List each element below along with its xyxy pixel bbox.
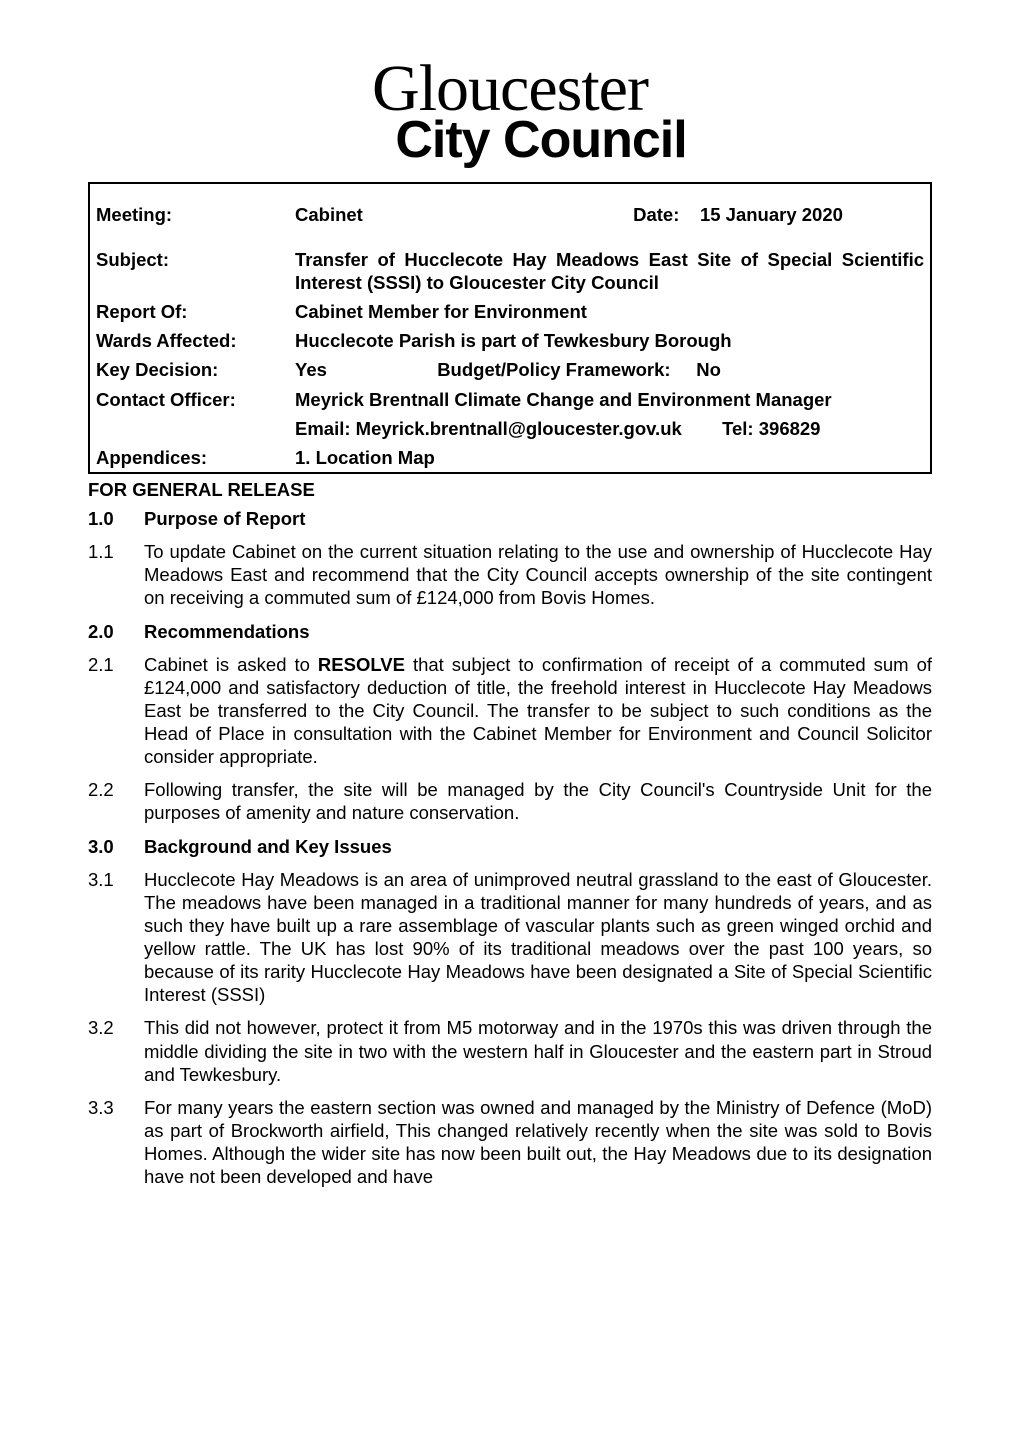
s2-p1: Cabinet is asked to RESOLVE that subject…: [144, 653, 932, 769]
contact-label: Contact Officer:: [89, 385, 289, 414]
contact-value: Meyrick Brentnall Climate Change and Env…: [289, 385, 931, 414]
s2-p1b: RESOLVE: [318, 654, 405, 675]
s3-title: Background and Key Issues: [144, 835, 932, 858]
s2-p2-num: 2.2: [88, 778, 144, 824]
logo: Gloucester City Council: [88, 60, 932, 164]
logo-top: Gloucester: [333, 60, 686, 118]
contact-email: Email: Meyrick.brentnall@gloucester.gov.…: [295, 418, 682, 439]
date-label: Date:: [633, 204, 679, 225]
s3-p3-num: 3.3: [88, 1096, 144, 1189]
s3-num: 3.0: [88, 835, 144, 858]
subject-value: Transfer of Hucclecote Hay Meadows East …: [289, 245, 931, 297]
logo-text: Gloucester City Council: [333, 60, 686, 164]
s1-title: Purpose of Report: [144, 507, 932, 530]
key-decision-value: Yes: [295, 359, 327, 380]
report-of-value: Cabinet Member for Environment: [289, 297, 931, 326]
s3-p2: This did not however, protect it from M5…: [144, 1016, 932, 1085]
s1-p1-num: 1.1: [88, 540, 144, 609]
s3-p1-num: 3.1: [88, 868, 144, 1007]
budget-value: No: [696, 359, 721, 380]
appendices-value: 1. Location Map: [289, 443, 931, 473]
s2-p1-num: 2.1: [88, 653, 144, 769]
budget-label: Budget/Policy Framework:: [437, 359, 670, 380]
key-decision-label: Key Decision:: [89, 355, 289, 384]
s1-p1: To update Cabinet on the current situati…: [144, 540, 932, 609]
meta-table: Meeting: Cabinet Date: 15 January 2020 S…: [88, 182, 932, 474]
date-value: 15 January 2020: [700, 204, 843, 225]
contact-tel: Tel: 396829: [722, 418, 820, 439]
s3-p1: Hucclecote Hay Meadows is an area of uni…: [144, 868, 932, 1007]
wards-label: Wards Affected:: [89, 326, 289, 355]
meeting-value: Cabinet: [295, 204, 363, 225]
s2-title: Recommendations: [144, 620, 932, 643]
meeting-label: Meeting:: [89, 200, 289, 229]
s3-p3: For many years the eastern section was o…: [144, 1096, 932, 1189]
subject-label: Subject:: [89, 245, 289, 297]
s2-num: 2.0: [88, 620, 144, 643]
wards-value: Hucclecote Parish is part of Tewkesbury …: [289, 326, 931, 355]
s3-p2-num: 3.2: [88, 1016, 144, 1085]
s1-num: 1.0: [88, 507, 144, 530]
appendices-label: Appendices:: [89, 443, 289, 473]
logo-bottom: City Council: [395, 118, 686, 164]
release-heading: FOR GENERAL RELEASE: [88, 478, 932, 501]
report-of-label: Report Of:: [89, 297, 289, 326]
s2-p1a: Cabinet is asked to: [144, 654, 318, 675]
s2-p2: Following transfer, the site will be man…: [144, 778, 932, 824]
